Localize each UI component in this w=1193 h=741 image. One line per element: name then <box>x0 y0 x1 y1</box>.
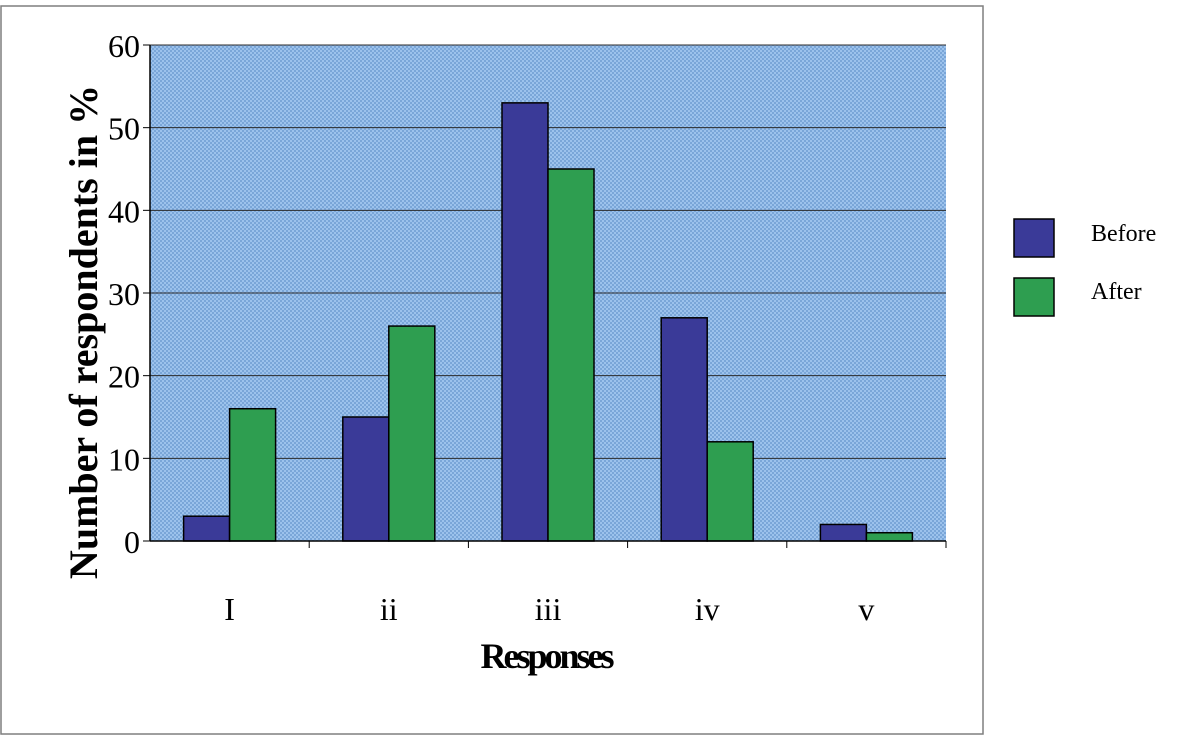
x-tick-label: I <box>224 591 235 627</box>
bar-after-iii <box>547 168 595 542</box>
bars <box>182 102 914 542</box>
bar-before-iii <box>501 102 549 542</box>
bar-before-i <box>182 515 231 542</box>
legend: Before After <box>1013 218 1156 317</box>
bar-before-v <box>819 523 868 542</box>
x-tick-label: iii <box>535 591 562 627</box>
y-tick-label: 20 <box>108 359 140 395</box>
y-tick-label: 60 <box>108 28 140 64</box>
bar-after-v <box>865 531 914 542</box>
x-axis-label: Responses <box>480 636 614 676</box>
bar-after-ii <box>388 325 436 542</box>
y-axis-label: Number of respondents in % <box>61 85 106 579</box>
y-tick-label: 40 <box>108 193 140 229</box>
bar-after-i <box>228 407 277 542</box>
legend-label-after: After <box>1091 279 1142 305</box>
y-tick-label: 30 <box>108 276 140 312</box>
x-tick-label: ii <box>380 591 398 627</box>
x-tick-label: v <box>858 591 874 627</box>
legend-swatch-after <box>1013 277 1055 317</box>
axes <box>143 44 947 548</box>
legend-label-before: Before <box>1091 221 1156 247</box>
bar-before-ii <box>342 416 390 542</box>
y-tick-label: 50 <box>108 111 140 147</box>
bar-after-iv <box>706 441 754 542</box>
x-tick-label: iv <box>695 591 720 627</box>
legend-swatch-before <box>1013 218 1055 258</box>
bar-before-iv <box>660 317 708 542</box>
y-tick-label: 10 <box>108 441 140 477</box>
y-tick-labels: 0 10 20 30 40 50 60 <box>108 28 140 560</box>
y-tick-label: 0 <box>124 524 140 560</box>
